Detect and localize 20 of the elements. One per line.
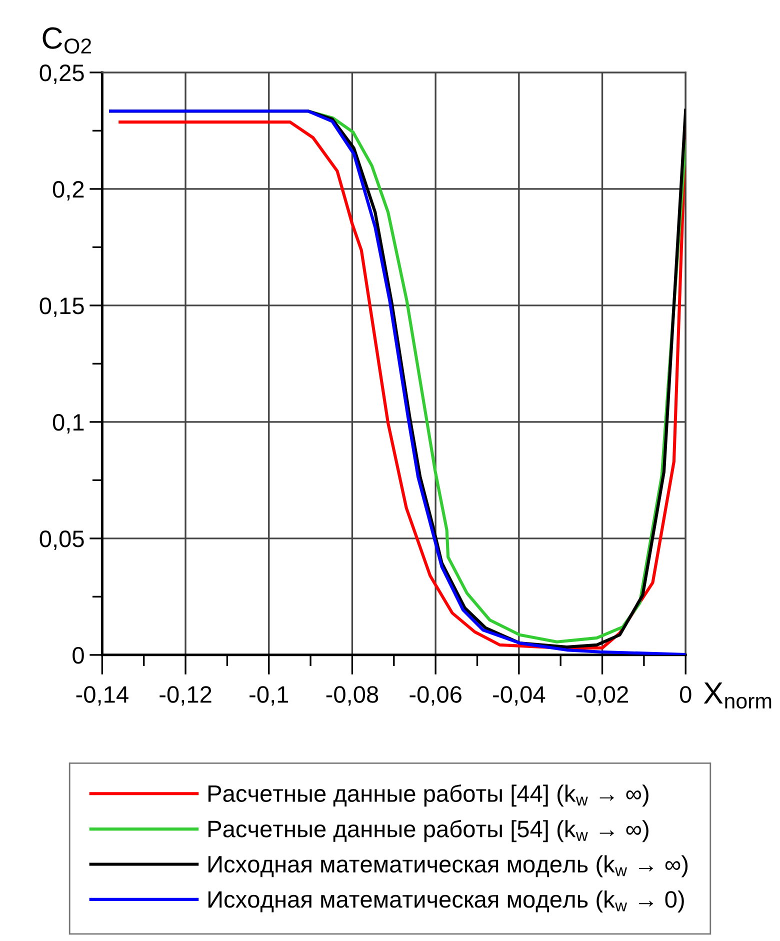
x-tick-label: -0,1 bbox=[250, 686, 288, 706]
x-tick-label: -0,02 bbox=[576, 686, 628, 706]
y-axis-title: C$_{O2}$ bbox=[42, 27, 92, 54]
legend-label: Исходная математическая модель (k$_{w}$ → ∞) bbox=[208, 855, 688, 878]
x-tick-label: -0,06 bbox=[410, 686, 462, 706]
y-tick-label: 0 bbox=[72, 647, 84, 664]
x-tick-label: -0,14 bbox=[76, 686, 128, 706]
x-tick-label: -0,04 bbox=[493, 686, 546, 706]
y-tick-label: 0,05 bbox=[40, 530, 84, 550]
x-axis-title: X$_{norm}$ bbox=[704, 682, 772, 709]
x-tick-label: -0,08 bbox=[326, 686, 378, 706]
legend-label: Исходная математическая модель (k$_{w}$ → 0) bbox=[208, 890, 684, 912]
y-tick-label: 0,15 bbox=[40, 298, 84, 318]
legend-label: Расчетные данные работы [44] (k$_{w}$ → ∞) bbox=[208, 784, 648, 807]
x-tick-label: -0,12 bbox=[160, 686, 212, 706]
y-tick-label: 0,2 bbox=[52, 181, 84, 201]
y-tick-label: 0,1 bbox=[52, 414, 84, 434]
x-tick-label: 0 bbox=[680, 686, 692, 703]
legend-label: Расчетные данные работы [54] (k$_{w}$ → ∞) bbox=[208, 820, 648, 842]
y-tick-label: 0,25 bbox=[40, 64, 84, 84]
